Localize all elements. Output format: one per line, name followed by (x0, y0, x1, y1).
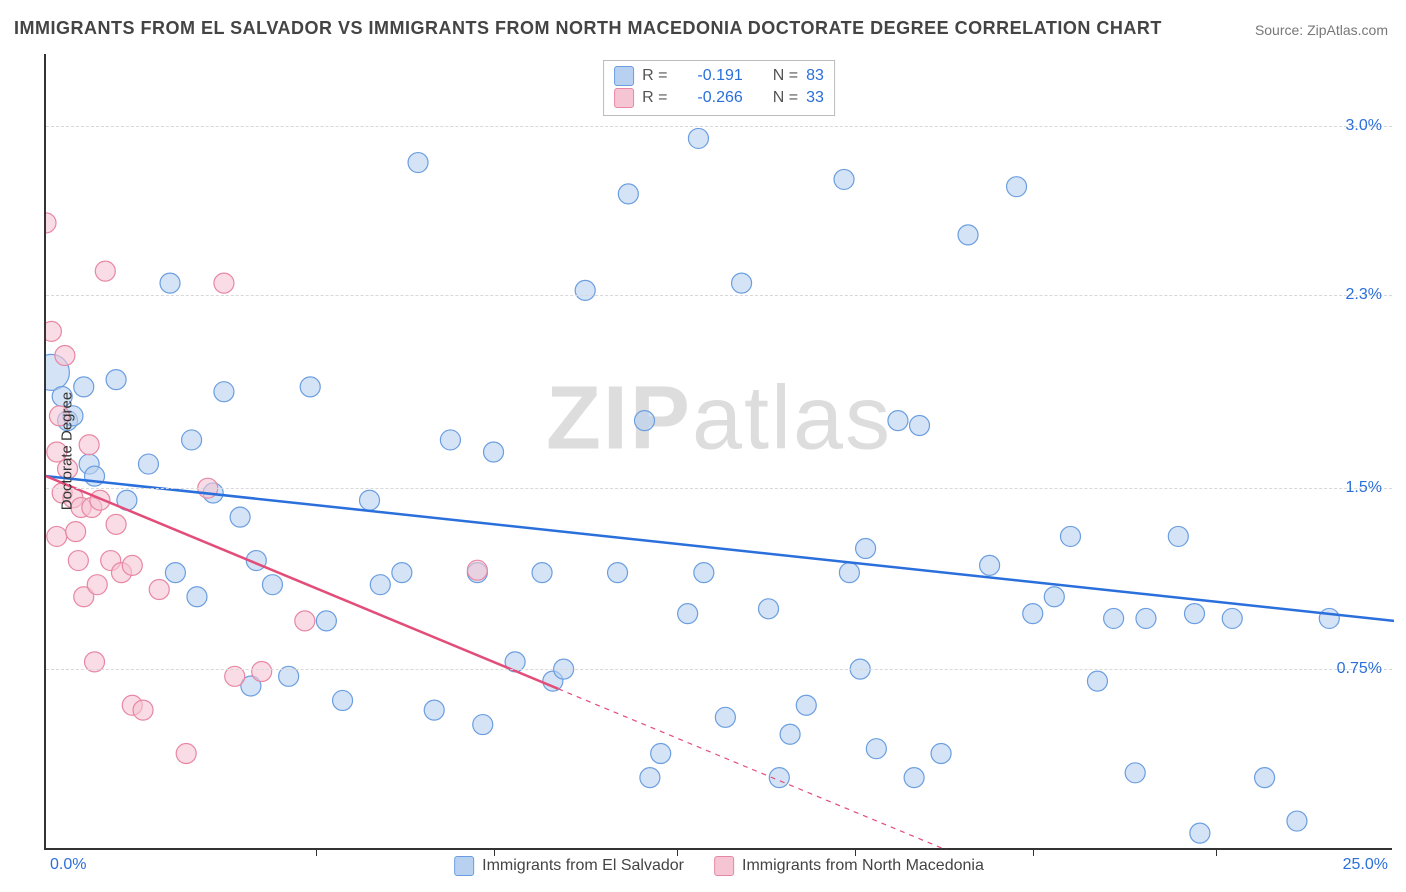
x-tick-mark (494, 848, 495, 856)
series-legend: Immigrants from El Salvador Immigrants f… (454, 856, 984, 876)
y-tick-label: 3.0% (1346, 117, 1382, 135)
y-tick-label: 2.3% (1346, 286, 1382, 304)
legend-row-2: R = -0.266 N = 33 (614, 87, 824, 109)
r-label-2: R = (642, 87, 667, 109)
n-label-1: N = (773, 65, 798, 87)
r-value-1: -0.191 (697, 65, 742, 87)
series-name-1: Immigrants from El Salvador (482, 857, 684, 875)
x-tick-mark (1033, 848, 1034, 856)
chart-title: IMMIGRANTS FROM EL SALVADOR VS IMMIGRANT… (14, 18, 1162, 39)
series-name-2: Immigrants from North Macedonia (742, 857, 984, 875)
y-tick-label: 1.5% (1346, 479, 1382, 497)
y-tick-label: 0.75% (1337, 660, 1382, 678)
x-tick-mark (1216, 848, 1217, 856)
series-swatch-2 (714, 856, 734, 876)
legend-row-1: R = -0.191 N = 83 (614, 65, 824, 87)
gridline (46, 488, 1392, 489)
scatter-svg (46, 54, 1394, 850)
source-label: Source: ZipAtlas.com (1255, 22, 1388, 38)
n-label-2: N = (773, 87, 798, 109)
x-axis-end-label: 25.0% (1343, 856, 1388, 874)
chart-container: ZIPatlas R = -0.191 N = 83 R = -0.266 N … (44, 54, 1392, 850)
x-axis-start-label: 0.0% (50, 856, 86, 874)
series-legend-item-2: Immigrants from North Macedonia (714, 856, 984, 876)
series-legend-item-1: Immigrants from El Salvador (454, 856, 684, 876)
x-tick-mark (855, 848, 856, 856)
correlation-legend: R = -0.191 N = 83 R = -0.266 N = 33 (603, 60, 835, 116)
gridline (46, 126, 1392, 127)
gridline (46, 669, 1392, 670)
r-label-1: R = (642, 65, 667, 87)
gridline (46, 295, 1392, 296)
x-tick-mark (316, 848, 317, 856)
y-axis-label: Doctorate Degree (59, 392, 76, 510)
plot-area: ZIPatlas R = -0.191 N = 83 R = -0.266 N … (44, 54, 1392, 850)
legend-swatch-1 (614, 66, 634, 86)
r-value-2: -0.266 (697, 87, 742, 109)
n-value-2: 33 (806, 87, 824, 109)
n-value-1: 83 (806, 65, 824, 87)
legend-swatch-2 (614, 88, 634, 108)
x-tick-mark (677, 848, 678, 856)
series-swatch-1 (454, 856, 474, 876)
